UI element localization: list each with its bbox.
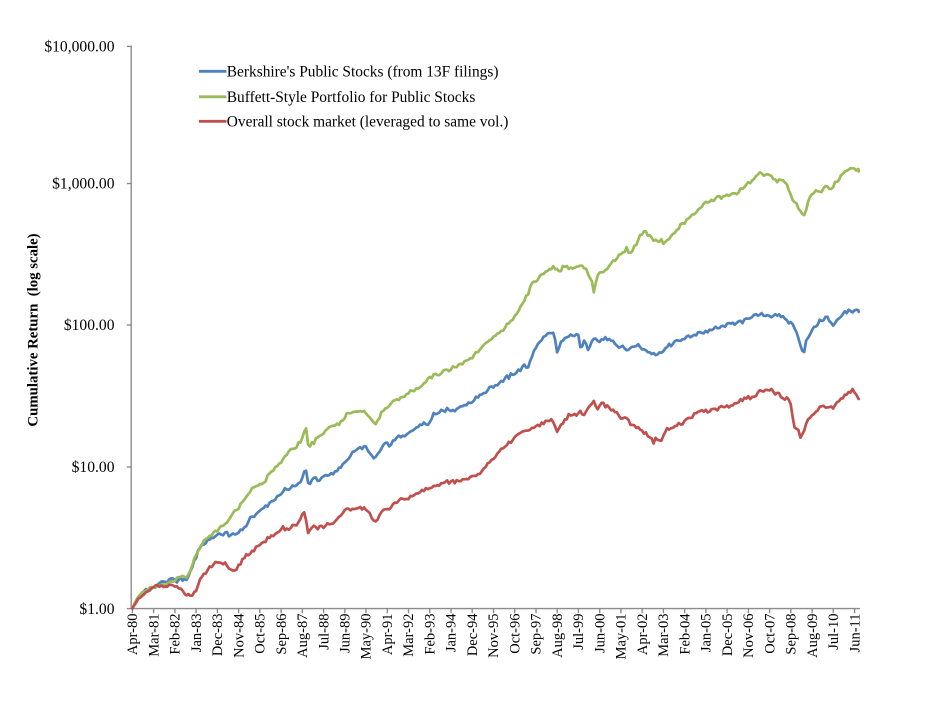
svg-text:$100.00: $100.00 bbox=[64, 317, 115, 334]
svg-text:Berkshire's Public Stocks (fro: Berkshire's Public Stocks (from 13F fili… bbox=[227, 64, 499, 81]
svg-text:Apr-91: Apr-91 bbox=[380, 614, 396, 656]
svg-text:Apr-02: Apr-02 bbox=[635, 614, 651, 656]
svg-text:Jul-88: Jul-88 bbox=[316, 614, 332, 650]
svg-text:Jul-10: Jul-10 bbox=[826, 614, 842, 650]
svg-text:May-90: May-90 bbox=[359, 614, 375, 660]
svg-text:Dec-83: Dec-83 bbox=[210, 614, 226, 657]
svg-text:Sep-08: Sep-08 bbox=[784, 614, 800, 655]
svg-text:Feb-82: Feb-82 bbox=[168, 614, 184, 655]
svg-text:Aug-09: Aug-09 bbox=[805, 614, 821, 658]
svg-text:$1,000.00: $1,000.00 bbox=[52, 176, 115, 193]
svg-text:Oct-96: Oct-96 bbox=[507, 614, 523, 654]
svg-text:Jan-94: Jan-94 bbox=[444, 613, 460, 652]
svg-text:$10,000.00: $10,000.00 bbox=[44, 39, 114, 56]
svg-text:Nov-06: Nov-06 bbox=[741, 614, 757, 658]
svg-text:Apr-80: Apr-80 bbox=[125, 614, 141, 656]
svg-text:Jan-83: Jan-83 bbox=[189, 614, 205, 653]
svg-text:May-01: May-01 bbox=[614, 614, 630, 660]
svg-text:Mar-92: Mar-92 bbox=[401, 614, 417, 657]
svg-text:$1.00: $1.00 bbox=[79, 601, 114, 618]
svg-text:Oct-07: Oct-07 bbox=[762, 614, 778, 654]
svg-text:Buffett-Style Portfolio for Pu: Buffett-Style Portfolio for Public Stock… bbox=[227, 89, 476, 106]
svg-text:Feb-04: Feb-04 bbox=[677, 613, 693, 655]
svg-text:Aug-87: Aug-87 bbox=[295, 614, 311, 658]
svg-text:Sep-86: Sep-86 bbox=[274, 614, 290, 655]
svg-text:$10.00: $10.00 bbox=[72, 459, 115, 476]
svg-text:Mar-03: Mar-03 bbox=[656, 614, 672, 657]
svg-text:Jun-00: Jun-00 bbox=[592, 614, 608, 653]
svg-text:Dec-94: Dec-94 bbox=[465, 613, 481, 656]
svg-text:Nov-84: Nov-84 bbox=[231, 613, 247, 658]
svg-text:Oct-85: Oct-85 bbox=[253, 614, 269, 654]
svg-text:Feb-93: Feb-93 bbox=[423, 614, 439, 655]
svg-text:Cumulative Return (log scale): Cumulative Return (log scale) bbox=[26, 233, 42, 426]
svg-text:Jul-99: Jul-99 bbox=[571, 614, 587, 650]
svg-text:Aug-98: Aug-98 bbox=[550, 614, 566, 658]
svg-text:Mar-81: Mar-81 bbox=[146, 614, 162, 657]
svg-text:Sep-97: Sep-97 bbox=[529, 614, 545, 655]
svg-text:Dec-05: Dec-05 bbox=[720, 614, 736, 657]
svg-text:Jun-11: Jun-11 bbox=[847, 614, 863, 653]
svg-text:Nov-95: Nov-95 bbox=[486, 614, 502, 658]
svg-text:Jun-89: Jun-89 bbox=[338, 614, 354, 653]
svg-text:Jan-05: Jan-05 bbox=[699, 614, 715, 653]
svg-text:Overall stock market (leverage: Overall stock market (leveraged to same … bbox=[227, 114, 509, 131]
